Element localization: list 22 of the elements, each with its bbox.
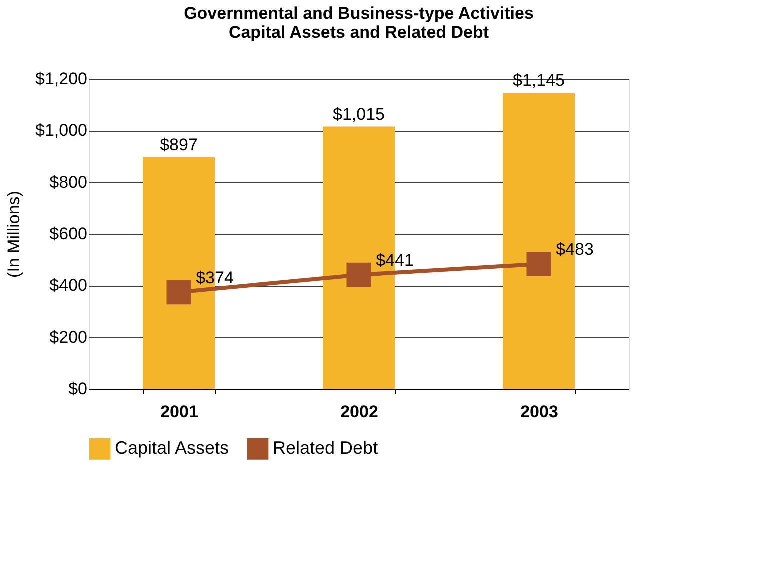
data-label: $1,015 [333,104,385,124]
y-tick-label: $200 [50,328,88,347]
y-axis-title: (In Millions) [4,191,24,278]
y-tick-label: $0 [68,380,88,398]
legend-label: Capital Assets [115,438,230,458]
y-tick-label: $1,000 [36,121,88,140]
y-tick-label: $400 [50,276,88,296]
data-label: $483 [556,240,594,260]
x-tick-label: 2002 [340,402,378,422]
data-label: $897 [160,135,198,154]
x-tick-label: 2001 [160,402,198,422]
y-tick-label: $600 [50,224,88,244]
point [526,252,552,276]
y-tick-label: $800 [50,172,88,192]
data-label: $441 [376,251,414,270]
chart-title: Governmental and Business-type Activities Capital Assets and Related Debt [184,4,534,42]
x-tick-label: 2003 [520,402,558,422]
point [346,262,372,288]
data-label: $374 [196,268,234,288]
point [166,280,192,305]
y-tick-label: $1,200 [36,70,88,88]
legend-label: Related Debt [273,438,378,458]
